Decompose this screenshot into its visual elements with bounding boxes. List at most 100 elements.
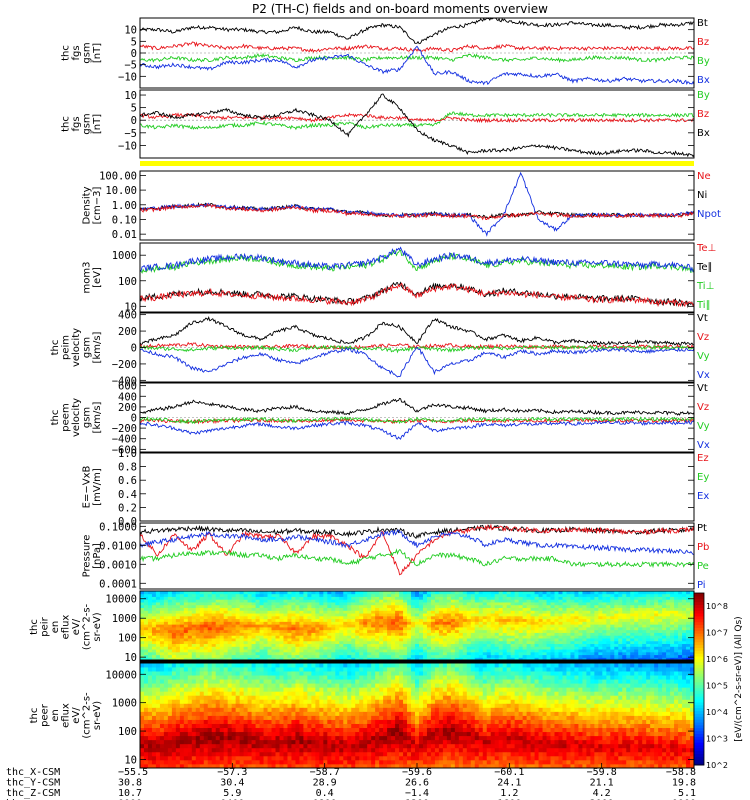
ylabel-line: [nT]	[92, 43, 103, 63]
series-Ti⊥	[139, 246, 695, 273]
xaxis-value: 30.8	[118, 778, 142, 789]
ylabel-line: [cm−3]	[92, 187, 103, 225]
ytick-label: 400	[118, 310, 137, 322]
ytick-label: 0.0	[118, 516, 137, 528]
xaxis-value: −55.5	[118, 767, 148, 778]
ylabel-line: Pressure	[82, 535, 93, 578]
ytick-label: 0.10	[112, 214, 137, 226]
legend-Ni: Ni	[697, 190, 707, 201]
panel-10: 10 100 1000 10000 thc peer en eflux eV/(cm^2-s-s…	[29, 662, 695, 769]
ylabel-line: [nPa]	[92, 543, 103, 569]
xaxis-value: 4.2	[593, 788, 611, 799]
series-Ne	[139, 203, 695, 221]
legend-Bz: Bz	[697, 37, 709, 48]
series-Vy	[139, 416, 695, 425]
ylabel-line: Density	[82, 186, 93, 224]
ytick-label: 1.0	[118, 448, 137, 460]
ytick-label: 1000	[112, 250, 137, 262]
legend-Vy: Vy	[697, 421, 710, 432]
ylabel-line: thc	[29, 708, 40, 724]
legend-Ti∥: Ti∥	[696, 300, 711, 311]
xaxis-row-label: thc_Z-CSM	[6, 788, 60, 799]
ytick-label: 10000	[105, 594, 137, 606]
colorbar-tick: 10^7	[706, 629, 728, 638]
x-axis-table: thc_X-CSM −55.5 −57.3 −58.7 −59.6 −60.1 −59.8 −…	[6, 763, 696, 800]
xaxis-value: 30.4	[220, 778, 244, 789]
series-Vx	[139, 419, 695, 440]
ytick-label: 1000	[112, 698, 137, 710]
ytick-label: 100.00	[99, 170, 137, 182]
xaxis-value: 28.9	[313, 778, 337, 789]
panel-7: 0.0 0.20.4 0.60.8 1.0 E=−VxB [mV/m] Ez Ey Ex	[82, 448, 710, 528]
colorbar-tick: 10^4	[706, 708, 728, 717]
legend-Ey: Ey	[697, 472, 709, 483]
panel-9: 10 100 1000 10000 thc peir en eflux eV/(cm^2-s-s…	[29, 590, 695, 664]
legend-Vz: Vz	[697, 332, 709, 343]
ylabel-line: eflux	[61, 703, 72, 728]
xaxis-value: 19.8	[672, 778, 696, 789]
xaxis-value: 1600	[497, 799, 521, 800]
series-By	[139, 111, 695, 131]
series-Bz	[139, 112, 695, 124]
series-Bt	[139, 17, 695, 45]
xaxis-value: 26.6	[405, 778, 429, 789]
ylabel-line: (cm^2-s-	[82, 603, 93, 650]
series-Bx	[139, 93, 695, 158]
ylabel-line: mom3	[82, 262, 93, 294]
series-Vt	[139, 315, 695, 346]
legend-Vz: Vz	[697, 402, 709, 413]
ylabel-line: en	[50, 709, 61, 722]
ytick-label: 10.00	[105, 185, 137, 197]
legend-Vx: Vx	[697, 370, 710, 381]
series-Pe	[139, 548, 695, 569]
ytick-label: 10	[124, 25, 137, 37]
ytick-label: 0.0010	[99, 559, 137, 571]
ytick-label: −600	[112, 444, 137, 456]
ytick-label: 0.0001	[99, 578, 137, 590]
ytick-label: −200	[112, 423, 137, 435]
xaxis-value: −59.8	[587, 767, 617, 778]
ylabel-line: thc	[50, 340, 61, 356]
colorbar-tick: 10^5	[706, 682, 728, 691]
ylabel-line: gsm	[82, 42, 93, 63]
legend-By: By	[697, 56, 710, 67]
colorbar-tick: 10^8	[706, 602, 728, 611]
xaxis-value: −59.6	[402, 767, 432, 778]
ylabel-line: velocity	[71, 328, 82, 367]
legend-Vy: Vy	[697, 351, 710, 362]
xaxis-row-label: thc_X-CSM	[6, 767, 60, 778]
ytick-label: −5	[124, 60, 137, 72]
ytick-label: 200	[118, 326, 137, 338]
status-bar	[140, 161, 694, 166]
legend-Vx: Vx	[697, 440, 710, 451]
ytick-label: 0.6	[118, 475, 137, 487]
ylabel-line: thc	[50, 410, 61, 426]
ylabel-line: [eV]	[92, 267, 103, 288]
ylabel-line: [km/s]	[92, 331, 103, 363]
xaxis-value: 10.7	[118, 788, 142, 799]
ylabel-line: [nT]	[92, 114, 103, 134]
series-Vt	[139, 397, 695, 416]
ytick-label: 100	[118, 633, 137, 645]
ylabel-line: peem	[61, 403, 72, 431]
colorbar: 10^2 10^3 10^4 10^5 10^6 10^7 10^8 [eV/(cm^2-s-…	[693, 592, 744, 770]
ylabel-line: gsm	[82, 407, 93, 428]
xaxis-value: −58.7	[310, 767, 340, 778]
xaxis-row-label: thc_Y-CSM	[6, 778, 60, 789]
legend-Bx: Bx	[697, 128, 710, 139]
ylabel-line: peer	[40, 703, 51, 727]
legend-Bx: Bx	[697, 75, 710, 86]
ytick-label: 0.4	[118, 489, 137, 501]
legend-Ne: Ne	[697, 171, 711, 182]
panel-frame	[139, 522, 695, 590]
ylabel-line: [mV/m]	[92, 468, 103, 506]
ylabel-line: thc	[61, 116, 72, 132]
ylabel-line: fgs	[71, 45, 82, 60]
xaxis-value: −58.8	[666, 767, 696, 778]
ytick-label: −400	[112, 375, 137, 387]
ylabel-line: en	[50, 621, 61, 634]
